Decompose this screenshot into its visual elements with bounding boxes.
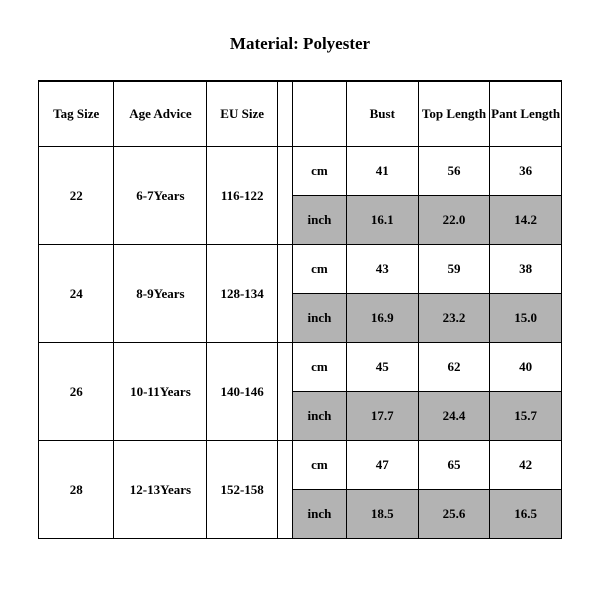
col-age-advice: Age Advice xyxy=(114,81,207,147)
table-body: 22 6-7Years 116-122 cm 41 56 36 inch 16.… xyxy=(39,147,562,539)
cell-bust: 45 xyxy=(346,343,418,392)
cell-gap xyxy=(277,147,292,245)
cell-pant: 15.0 xyxy=(490,294,562,343)
table-row: 22 6-7Years 116-122 cm 41 56 36 xyxy=(39,147,562,196)
cell-pant: 36 xyxy=(490,147,562,196)
page-title: Material: Polyester xyxy=(38,34,562,54)
cell-top: 56 xyxy=(418,147,490,196)
cell-gap xyxy=(277,245,292,343)
cell-bust: 17.7 xyxy=(346,392,418,441)
cell-tag: 26 xyxy=(39,343,114,441)
cell-top: 22.0 xyxy=(418,196,490,245)
cell-unit: inch xyxy=(292,196,346,245)
cell-eu: 116-122 xyxy=(207,147,277,245)
cell-age: 8-9Years xyxy=(114,245,207,343)
col-unit-blank xyxy=(292,81,346,147)
col-eu-size: EU Size xyxy=(207,81,277,147)
cell-top: 24.4 xyxy=(418,392,490,441)
col-pant-length: Pant Length xyxy=(490,81,562,147)
cell-top: 59 xyxy=(418,245,490,294)
table-row: 24 8-9Years 128-134 cm 43 59 38 xyxy=(39,245,562,294)
cell-tag: 24 xyxy=(39,245,114,343)
cell-pant: 38 xyxy=(490,245,562,294)
cell-bust: 18.5 xyxy=(346,490,418,539)
cell-gap xyxy=(277,343,292,441)
cell-pant: 40 xyxy=(490,343,562,392)
cell-top: 25.6 xyxy=(418,490,490,539)
cell-unit: inch xyxy=(292,294,346,343)
col-top-length: Top Length xyxy=(418,81,490,147)
cell-gap xyxy=(277,441,292,539)
size-table: Tag Size Age Advice EU Size Bust Top Len… xyxy=(38,80,562,539)
table-header-row: Tag Size Age Advice EU Size Bust Top Len… xyxy=(39,81,562,147)
cell-eu: 140-146 xyxy=(207,343,277,441)
cell-eu: 152-158 xyxy=(207,441,277,539)
cell-bust: 43 xyxy=(346,245,418,294)
page: Material: Polyester Tag Size Age Advice … xyxy=(0,0,600,539)
cell-bust: 16.9 xyxy=(346,294,418,343)
cell-bust: 47 xyxy=(346,441,418,490)
cell-eu: 128-134 xyxy=(207,245,277,343)
cell-bust: 41 xyxy=(346,147,418,196)
col-blank xyxy=(277,81,292,147)
cell-pant: 42 xyxy=(490,441,562,490)
cell-age: 10-11Years xyxy=(114,343,207,441)
cell-age: 6-7Years xyxy=(114,147,207,245)
cell-top: 23.2 xyxy=(418,294,490,343)
col-tag-size: Tag Size xyxy=(39,81,114,147)
cell-pant: 14.2 xyxy=(490,196,562,245)
cell-tag: 22 xyxy=(39,147,114,245)
cell-top: 62 xyxy=(418,343,490,392)
cell-unit: cm xyxy=(292,343,346,392)
cell-top: 65 xyxy=(418,441,490,490)
cell-unit: inch xyxy=(292,392,346,441)
col-bust: Bust xyxy=(346,81,418,147)
cell-unit: inch xyxy=(292,490,346,539)
cell-bust: 16.1 xyxy=(346,196,418,245)
cell-pant: 16.5 xyxy=(490,490,562,539)
cell-age: 12-13Years xyxy=(114,441,207,539)
cell-tag: 28 xyxy=(39,441,114,539)
table-row: 26 10-11Years 140-146 cm 45 62 40 xyxy=(39,343,562,392)
cell-unit: cm xyxy=(292,441,346,490)
table-row: 28 12-13Years 152-158 cm 47 65 42 xyxy=(39,441,562,490)
cell-unit: cm xyxy=(292,245,346,294)
cell-unit: cm xyxy=(292,147,346,196)
cell-pant: 15.7 xyxy=(490,392,562,441)
